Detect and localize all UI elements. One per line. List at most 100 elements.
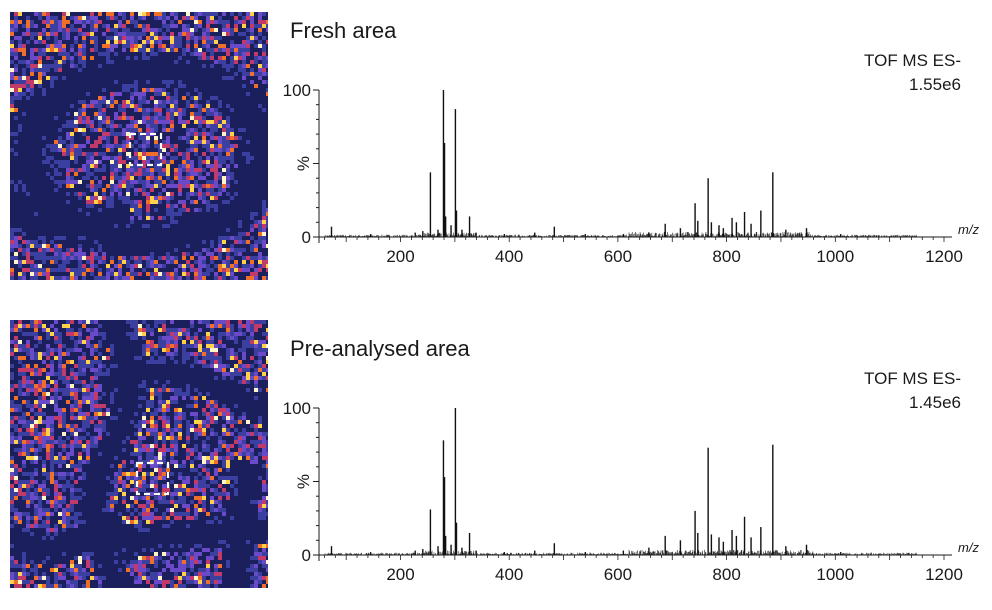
- ion-pixel: [70, 460, 74, 464]
- ion-pixel: [122, 492, 126, 496]
- ion-pixel: [166, 204, 170, 208]
- ion-pixel: [242, 268, 246, 272]
- ion-pixel: [30, 48, 34, 52]
- ion-pixel: [122, 40, 126, 44]
- ion-pixel: [142, 144, 146, 148]
- ion-pixel: [170, 564, 174, 568]
- ion-pixel: [22, 32, 26, 36]
- ion-pixel: [222, 124, 226, 128]
- ion-pixel: [210, 36, 214, 40]
- ion-pixel: [154, 28, 158, 32]
- ion-pixel: [74, 480, 78, 484]
- ion-pixel: [234, 180, 238, 184]
- ion-pixel: [186, 436, 190, 440]
- ion-pixel: [82, 24, 86, 28]
- ion-pixel: [210, 456, 214, 460]
- ion-pixel: [194, 356, 198, 360]
- ion-pixel: [150, 412, 154, 416]
- ion-pixel: [94, 112, 98, 116]
- ion-pixel: [222, 180, 226, 184]
- ion-pixel: [110, 160, 114, 164]
- ion-pixel: [174, 148, 178, 152]
- ion-pixel: [154, 352, 158, 356]
- ion-pixel: [218, 496, 222, 500]
- ion-pixel: [10, 68, 14, 72]
- ion-pixel: [214, 456, 218, 460]
- ion-pixel: [94, 192, 98, 196]
- ion-pixel: [154, 432, 158, 436]
- ion-pixel: [102, 364, 106, 368]
- ion-pixel: [158, 496, 162, 500]
- ion-pixel: [82, 444, 86, 448]
- ion-pixel: [130, 216, 134, 220]
- ion-pixel: [206, 188, 210, 192]
- ion-pixel: [234, 368, 238, 372]
- ion-pixel: [70, 472, 74, 476]
- ion-pixel: [194, 352, 198, 356]
- ion-pixel: [42, 68, 46, 72]
- ion-pixel: [214, 480, 218, 484]
- ion-pixel: [126, 32, 130, 36]
- ion-pixel: [34, 356, 38, 360]
- ion-pixel: [166, 348, 170, 352]
- ion-pixel: [238, 240, 242, 244]
- ion-pixel: [26, 24, 30, 28]
- ion-pixel: [250, 372, 254, 376]
- ion-pixel: [42, 420, 46, 424]
- ion-pixel: [146, 340, 150, 344]
- ion-pixel: [134, 560, 138, 564]
- ion-pixel: [198, 184, 202, 188]
- ion-pixel: [242, 368, 246, 372]
- ion-pixel: [266, 360, 268, 364]
- ion-pixel: [154, 584, 158, 588]
- ion-pixel: [202, 424, 206, 428]
- ion-pixel: [146, 428, 150, 432]
- ion-pixel: [246, 324, 250, 328]
- ion-pixel: [206, 32, 210, 36]
- ion-pixel: [246, 44, 250, 48]
- ion-pixel: [70, 152, 74, 156]
- ion-pixel: [90, 12, 94, 16]
- ion-pixel: [202, 116, 206, 120]
- ion-pixel: [54, 460, 58, 464]
- ion-pixel: [134, 56, 138, 60]
- ion-pixel: [130, 84, 134, 88]
- ion-pixel: [98, 96, 102, 100]
- ion-pixel: [186, 480, 190, 484]
- ion-pixel: [206, 108, 210, 112]
- ion-pixel: [234, 20, 238, 24]
- ion-pixel: [14, 560, 18, 564]
- ion-pixel: [118, 144, 122, 148]
- ion-pixel: [246, 64, 250, 68]
- ion-pixel: [62, 152, 66, 156]
- ion-pixel: [146, 520, 150, 524]
- ion-pixel: [50, 268, 54, 272]
- ion-pixel: [58, 376, 62, 380]
- ion-pixel: [178, 328, 182, 332]
- ion-pixel: [150, 176, 154, 180]
- ion-pixel: [126, 520, 130, 524]
- ion-pixel: [82, 388, 86, 392]
- ion-pixel: [114, 100, 118, 104]
- ion-pixel: [222, 120, 226, 124]
- ion-pixel: [178, 408, 182, 412]
- ion-pixel: [226, 152, 230, 156]
- ion-pixel: [134, 452, 138, 456]
- ion-pixel: [170, 336, 174, 340]
- ion-pixel: [74, 268, 78, 272]
- ion-pixel: [82, 576, 86, 580]
- ion-pixel: [230, 332, 234, 336]
- ion-pixel: [162, 180, 166, 184]
- ion-pixel: [218, 520, 222, 524]
- ion-pixel: [266, 244, 268, 248]
- ion-pixel: [106, 132, 110, 136]
- ion-pixel: [210, 260, 214, 264]
- ion-pixel: [70, 132, 74, 136]
- ion-pixel: [94, 264, 98, 268]
- ion-pixel: [234, 44, 238, 48]
- ion-pixel: [118, 12, 122, 16]
- ion-pixel: [230, 484, 234, 488]
- ion-pixel: [42, 136, 46, 140]
- ion-pixel: [66, 256, 70, 260]
- ion-pixel: [198, 104, 202, 108]
